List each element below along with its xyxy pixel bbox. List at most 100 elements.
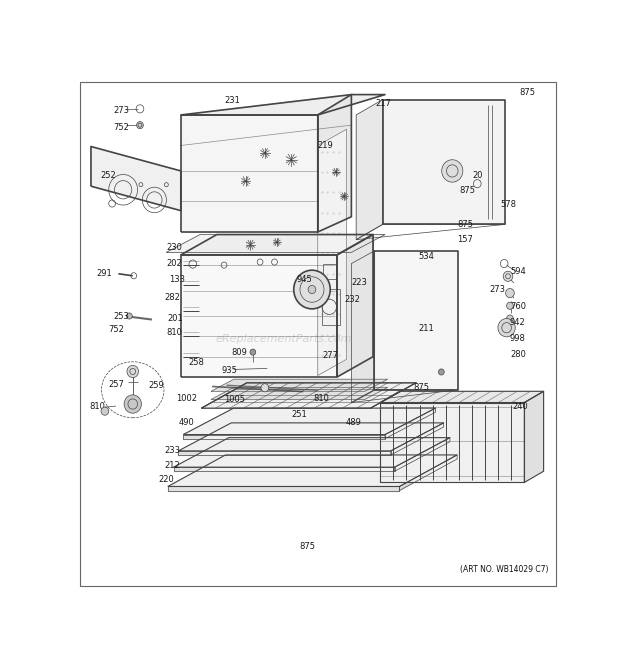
Text: 231: 231 xyxy=(224,97,240,105)
Text: (ART NO. WB14029 C7): (ART NO. WB14029 C7) xyxy=(460,565,548,574)
Polygon shape xyxy=(166,235,385,253)
Text: 230: 230 xyxy=(166,243,182,252)
Text: 875: 875 xyxy=(457,220,473,229)
Text: 280: 280 xyxy=(510,350,526,359)
Text: 277: 277 xyxy=(322,351,339,360)
Polygon shape xyxy=(383,100,505,224)
Text: 282: 282 xyxy=(164,293,180,301)
Text: 202: 202 xyxy=(166,259,182,268)
Text: 20: 20 xyxy=(472,171,483,180)
Circle shape xyxy=(441,160,463,182)
Circle shape xyxy=(503,271,513,282)
Polygon shape xyxy=(525,391,544,483)
Text: 232: 232 xyxy=(344,295,360,303)
Text: 273: 273 xyxy=(113,106,130,116)
Text: 240: 240 xyxy=(512,402,528,410)
Text: 219: 219 xyxy=(317,141,334,150)
Polygon shape xyxy=(181,115,317,232)
Polygon shape xyxy=(179,451,391,455)
Polygon shape xyxy=(179,423,444,451)
Circle shape xyxy=(136,122,143,129)
Text: 945: 945 xyxy=(296,276,312,284)
Text: 220: 220 xyxy=(158,475,174,485)
Polygon shape xyxy=(337,235,373,377)
Text: 259: 259 xyxy=(149,381,164,390)
Polygon shape xyxy=(211,387,388,399)
Polygon shape xyxy=(184,408,435,434)
Text: 578: 578 xyxy=(500,200,516,208)
Text: 217: 217 xyxy=(376,99,391,108)
Circle shape xyxy=(294,270,330,309)
Circle shape xyxy=(498,319,515,337)
Circle shape xyxy=(438,369,444,375)
Text: 809: 809 xyxy=(231,348,247,357)
Text: 875: 875 xyxy=(299,542,316,551)
Polygon shape xyxy=(211,379,388,391)
Text: 752: 752 xyxy=(108,325,125,334)
Polygon shape xyxy=(174,467,394,471)
Text: 252: 252 xyxy=(100,171,117,180)
Polygon shape xyxy=(168,486,399,490)
Text: eReplacementParts.com: eReplacementParts.com xyxy=(216,334,352,344)
Text: 942: 942 xyxy=(510,318,526,327)
Circle shape xyxy=(126,313,132,319)
Polygon shape xyxy=(399,455,457,490)
Text: 201: 201 xyxy=(168,314,184,323)
Circle shape xyxy=(261,383,268,392)
Text: 233: 233 xyxy=(164,446,180,455)
Polygon shape xyxy=(181,95,385,115)
Text: 251: 251 xyxy=(291,410,307,418)
Polygon shape xyxy=(394,438,450,471)
Text: 875: 875 xyxy=(459,186,476,195)
Polygon shape xyxy=(181,235,373,255)
Text: 1002: 1002 xyxy=(176,395,197,403)
Text: 752: 752 xyxy=(113,123,130,132)
Text: 810: 810 xyxy=(89,402,105,410)
Text: 273: 273 xyxy=(490,285,506,294)
Circle shape xyxy=(506,288,514,297)
Text: 1005: 1005 xyxy=(224,395,245,404)
Text: 760: 760 xyxy=(510,302,526,311)
Text: 534: 534 xyxy=(418,252,435,261)
Text: 133: 133 xyxy=(169,275,185,284)
Circle shape xyxy=(308,286,316,293)
Circle shape xyxy=(250,349,256,355)
Text: 810: 810 xyxy=(166,329,182,337)
Polygon shape xyxy=(391,423,444,455)
Text: 875: 875 xyxy=(413,383,429,392)
Text: 258: 258 xyxy=(188,358,204,368)
Polygon shape xyxy=(374,251,458,390)
Text: 291: 291 xyxy=(97,269,112,278)
Text: 257: 257 xyxy=(108,380,125,389)
Circle shape xyxy=(124,395,141,413)
Polygon shape xyxy=(380,391,544,403)
Polygon shape xyxy=(352,251,374,403)
Text: 998: 998 xyxy=(510,334,526,343)
Text: 810: 810 xyxy=(313,394,329,403)
Text: 212: 212 xyxy=(164,461,180,469)
Polygon shape xyxy=(181,255,337,377)
Text: 253: 253 xyxy=(113,312,130,321)
Text: 875: 875 xyxy=(520,87,536,97)
Circle shape xyxy=(507,315,513,322)
Polygon shape xyxy=(380,403,525,483)
Text: 211: 211 xyxy=(418,324,435,333)
Text: 594: 594 xyxy=(510,267,526,276)
Polygon shape xyxy=(91,147,181,211)
Polygon shape xyxy=(385,408,435,439)
Polygon shape xyxy=(356,100,383,240)
Circle shape xyxy=(507,302,513,309)
Circle shape xyxy=(101,407,108,415)
Text: 223: 223 xyxy=(352,278,367,288)
Text: 935: 935 xyxy=(222,366,237,375)
Polygon shape xyxy=(317,129,347,375)
Polygon shape xyxy=(184,434,385,439)
Polygon shape xyxy=(317,95,352,232)
Circle shape xyxy=(127,366,138,377)
Text: 490: 490 xyxy=(179,418,194,428)
Polygon shape xyxy=(168,455,457,486)
Polygon shape xyxy=(202,383,416,408)
Text: 157: 157 xyxy=(457,235,473,244)
Text: 489: 489 xyxy=(345,418,361,428)
Polygon shape xyxy=(174,438,450,467)
